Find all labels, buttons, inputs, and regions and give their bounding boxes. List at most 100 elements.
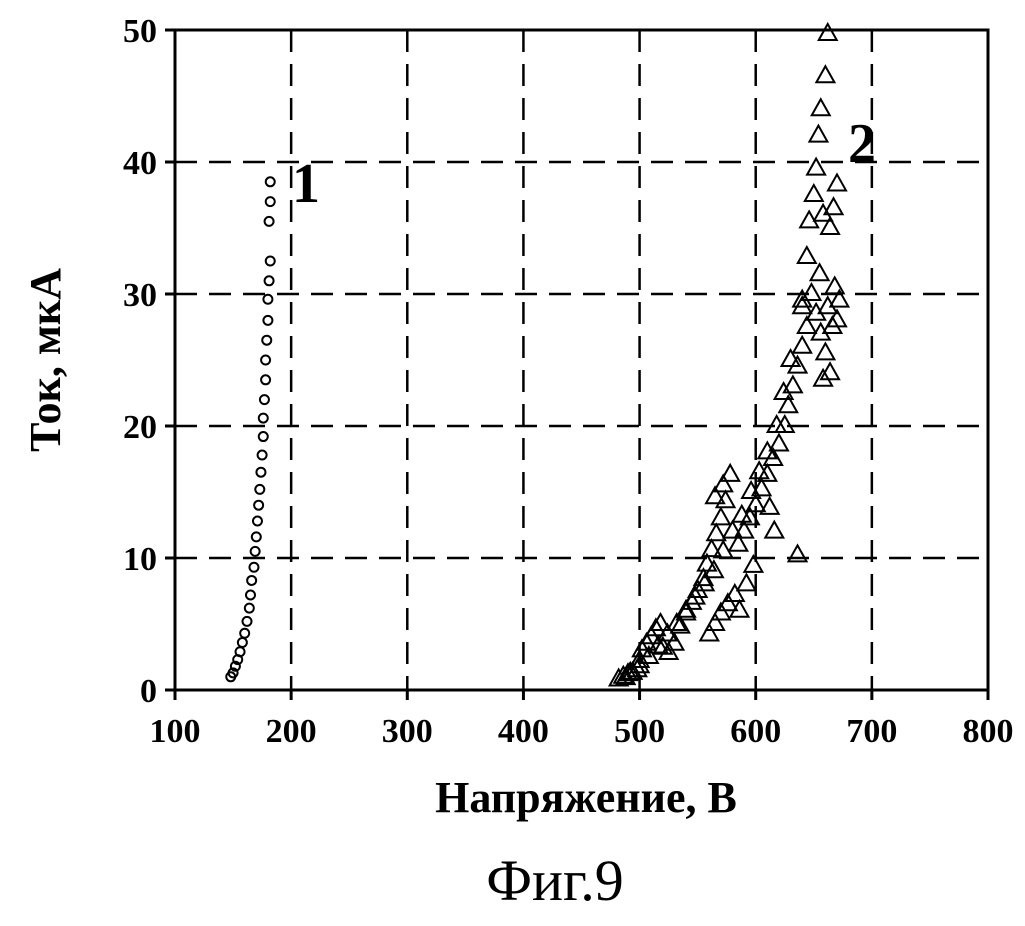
point-1-1 [227, 667, 239, 679]
point-2-53 [796, 245, 818, 265]
point-2-95 [628, 654, 651, 674]
point-1-10 [246, 574, 258, 586]
point-1-20 [257, 412, 269, 424]
point-2-73 [826, 308, 848, 328]
x-tick-label-500: 500 [614, 713, 665, 750]
point-2-12 [657, 641, 680, 661]
point-2-39 [750, 477, 773, 497]
point-2-34 [742, 553, 765, 573]
point-1-26 [262, 293, 274, 305]
point-2-58 [810, 97, 832, 117]
point-1-28 [264, 255, 276, 267]
point-2-22 [710, 506, 732, 526]
x-tick-label-600: 600 [730, 713, 781, 750]
point-2-60 [817, 21, 839, 41]
point-2-76 [808, 262, 831, 282]
point-2-13 [663, 631, 686, 651]
point-1-18 [256, 449, 268, 461]
figure-caption: Фиг.9 [486, 848, 624, 913]
y-tick-label-20: 20 [123, 409, 157, 446]
point-2-75 [823, 275, 846, 295]
point-2-30 [717, 592, 739, 612]
point-2-19 [696, 552, 718, 572]
point-2-64 [826, 172, 848, 192]
x-tick-label-700: 700 [846, 713, 897, 750]
point-2-47 [782, 374, 804, 394]
x-tick-label-200: 200 [266, 713, 317, 750]
point-1-22 [260, 374, 272, 386]
point-2-88 [693, 572, 716, 592]
y-axis-label: Ток, мкА [21, 268, 70, 452]
x-tick-label-100: 100 [150, 713, 201, 750]
point-2-62 [819, 215, 841, 235]
point-1-6 [239, 627, 251, 639]
point-2-32 [728, 598, 751, 618]
point-2-37 [739, 506, 761, 526]
point-1-5 [236, 636, 248, 648]
point-1-23 [260, 354, 272, 366]
axis-ticks [165, 28, 990, 700]
point-1-13 [250, 531, 262, 543]
point-1-29 [263, 215, 275, 227]
axis-tick-labels: 100 200 300 400 500 600 700 800 0 10 20 30 40 50 [123, 13, 1014, 750]
point-2-69 [819, 361, 841, 381]
y-tick-label-0: 0 [140, 673, 157, 710]
point-2-61 [812, 202, 834, 222]
point-2-38 [745, 493, 767, 513]
point-2-89 [684, 585, 707, 605]
point-2-74 [828, 288, 851, 308]
y-tick-label-10: 10 [123, 541, 157, 578]
point-2-96 [619, 660, 641, 680]
point-2-40 [756, 462, 779, 482]
point-1-25 [262, 314, 274, 326]
point-2-83 [740, 479, 762, 499]
point-2-24 [719, 462, 741, 482]
point-2-26 [704, 485, 726, 505]
point-2-93 [647, 634, 669, 654]
point-2-82 [748, 460, 770, 480]
x-tick-label-400: 400 [498, 713, 549, 750]
point-2-35 [727, 532, 750, 552]
point-2-59 [814, 64, 837, 84]
point-1-15 [253, 499, 265, 511]
point-1-31 [264, 176, 276, 188]
point-2-68 [814, 341, 837, 361]
point-1-7 [241, 615, 253, 627]
point-2-44 [763, 519, 786, 539]
point-2-36 [733, 519, 755, 539]
point-2-80 [765, 413, 788, 433]
point-2-14 [669, 614, 691, 634]
point-2-65 [800, 281, 823, 301]
point-2-70 [812, 367, 834, 387]
series-2 [607, 21, 851, 687]
point-2-27 [698, 622, 720, 642]
point-1-9 [244, 589, 256, 601]
point-2-10 [649, 611, 672, 631]
point-2-46 [777, 394, 799, 414]
point-2-52 [791, 288, 813, 308]
point-2-86 [712, 539, 734, 559]
point-2-28 [704, 611, 726, 631]
point-1-16 [254, 483, 266, 495]
point-2-97 [614, 666, 637, 686]
point-2-56 [805, 156, 827, 176]
point-2-9 [645, 617, 667, 637]
point-2-49 [791, 334, 813, 354]
point-2-92 [656, 622, 679, 642]
point-2-55 [803, 182, 825, 202]
point-1-8 [243, 602, 255, 614]
x-tick-label-800: 800 [963, 713, 1014, 750]
point-2-42 [768, 432, 790, 452]
series-label-1: 1 [292, 153, 320, 215]
point-2-43 [758, 495, 781, 515]
point-2-50 [796, 314, 818, 334]
point-2-25 [712, 473, 734, 493]
point-2-31 [724, 582, 746, 602]
point-2-17 [686, 578, 709, 598]
point-1-21 [258, 394, 270, 406]
point-1-2 [229, 660, 241, 672]
point-2-33 [735, 572, 758, 592]
point-2-51 [786, 543, 809, 563]
point-2-20 [700, 538, 723, 558]
